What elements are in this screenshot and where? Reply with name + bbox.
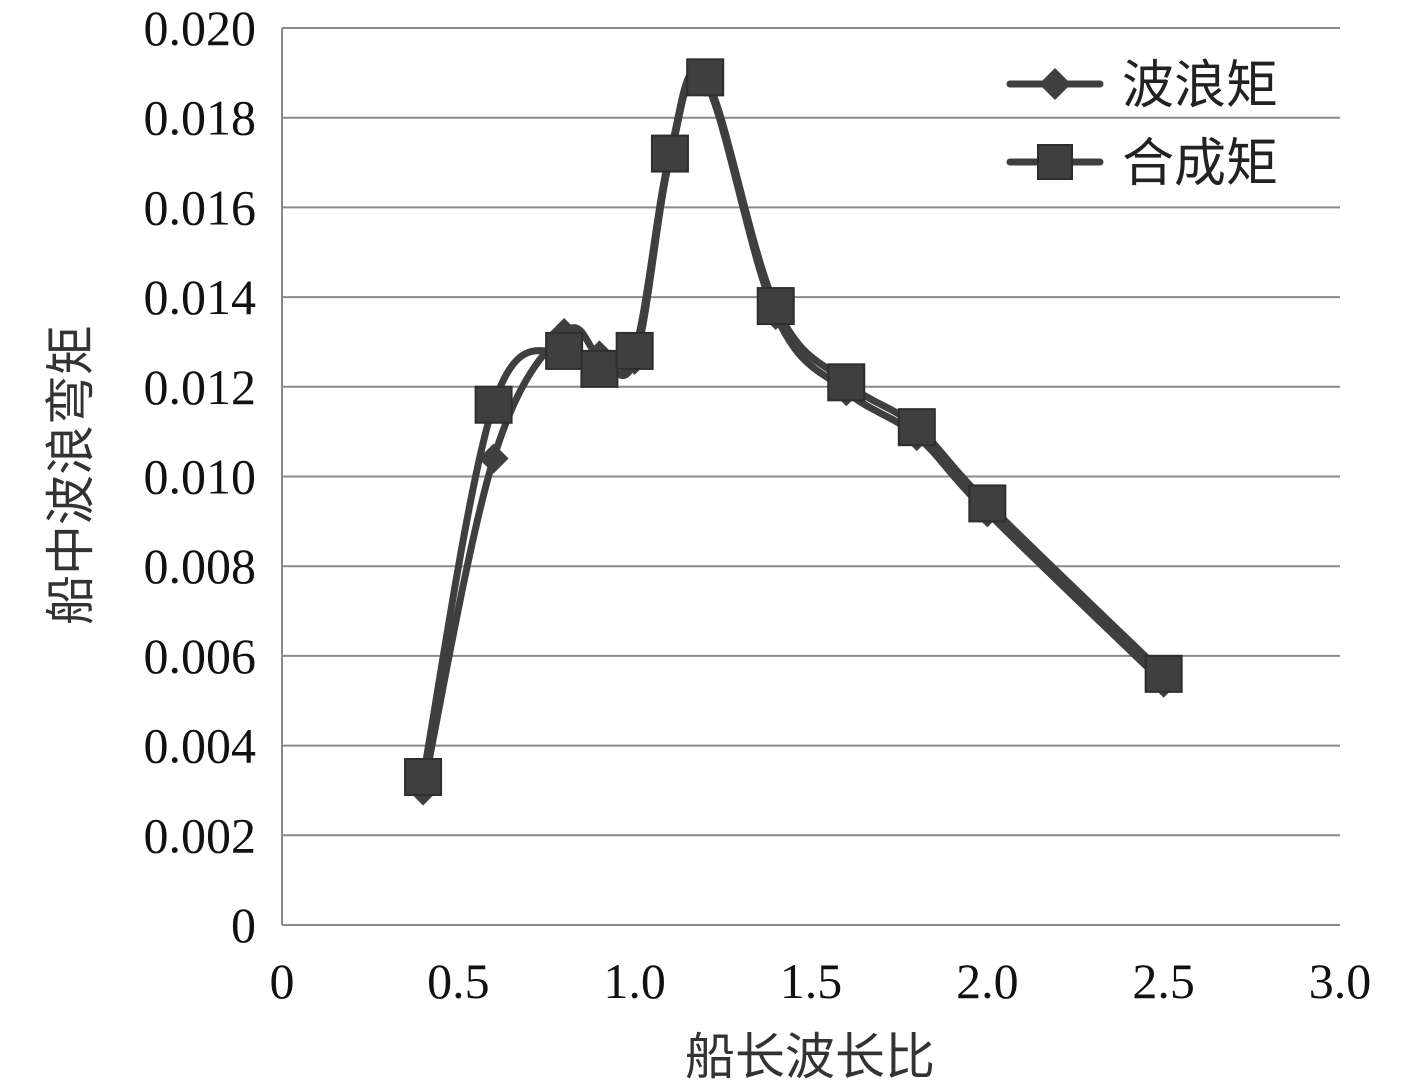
square-marker (827, 363, 866, 402)
y-tick-label: 0.004 (144, 718, 257, 774)
square-marker (968, 484, 1007, 523)
legend-item: 波浪矩 (1006, 56, 1278, 116)
y-tick-label: 0.006 (144, 628, 257, 684)
y-tick-label: 0.010 (144, 449, 257, 505)
x-tick-label: 0 (270, 953, 295, 1009)
y-tick-label: 0.008 (144, 538, 257, 594)
square-marker (545, 331, 584, 370)
legend-diamond-marker (1039, 68, 1071, 100)
x-tick-label: 1.5 (780, 953, 843, 1009)
y-tick-label: 0.014 (144, 269, 257, 325)
legend-item: 合成矩 (1006, 134, 1278, 194)
legend-label: 合成矩 (1122, 134, 1278, 194)
square-marker (756, 287, 795, 326)
x-tick-label: 2.0 (956, 953, 1019, 1009)
series-layer (404, 58, 1183, 806)
square-marker (650, 134, 689, 173)
y-tick-label: 0.016 (144, 179, 257, 235)
square-marker (897, 408, 936, 447)
x-tick-label: 3.0 (1309, 953, 1372, 1009)
square-marker (580, 349, 619, 388)
y-tick-label: 0.018 (144, 90, 257, 146)
x-tick-label: 2.5 (1132, 953, 1195, 1009)
y-tick-label: 0.002 (144, 807, 257, 863)
legend-label: 波浪矩 (1122, 56, 1278, 116)
x-tick-label: 0.5 (427, 953, 490, 1009)
y-tick-label: 0.020 (144, 0, 257, 56)
square-marker (686, 58, 725, 97)
legend-square-marker (1037, 144, 1073, 180)
x-axis-title: 船长波长比 (685, 1028, 935, 1086)
square-marker (615, 331, 654, 370)
y-axis-title: 船中波浪弯矩 (42, 325, 100, 625)
y-tick-label: 0 (231, 897, 256, 953)
axis-layer (281, 28, 1340, 926)
square-marker (474, 385, 513, 424)
square-marker (1144, 654, 1183, 693)
y-tick-label: 0.012 (144, 359, 257, 415)
series-2 (404, 58, 1183, 796)
series-line (419, 70, 1168, 794)
tick-layer: 0 0.002 0.004 0.006 0.008 0.010 0.012 0.014 0.01… (144, 0, 1372, 1009)
diamond-marker (478, 443, 509, 474)
x-tick-label: 1.0 (603, 953, 666, 1009)
square-marker (404, 757, 443, 796)
